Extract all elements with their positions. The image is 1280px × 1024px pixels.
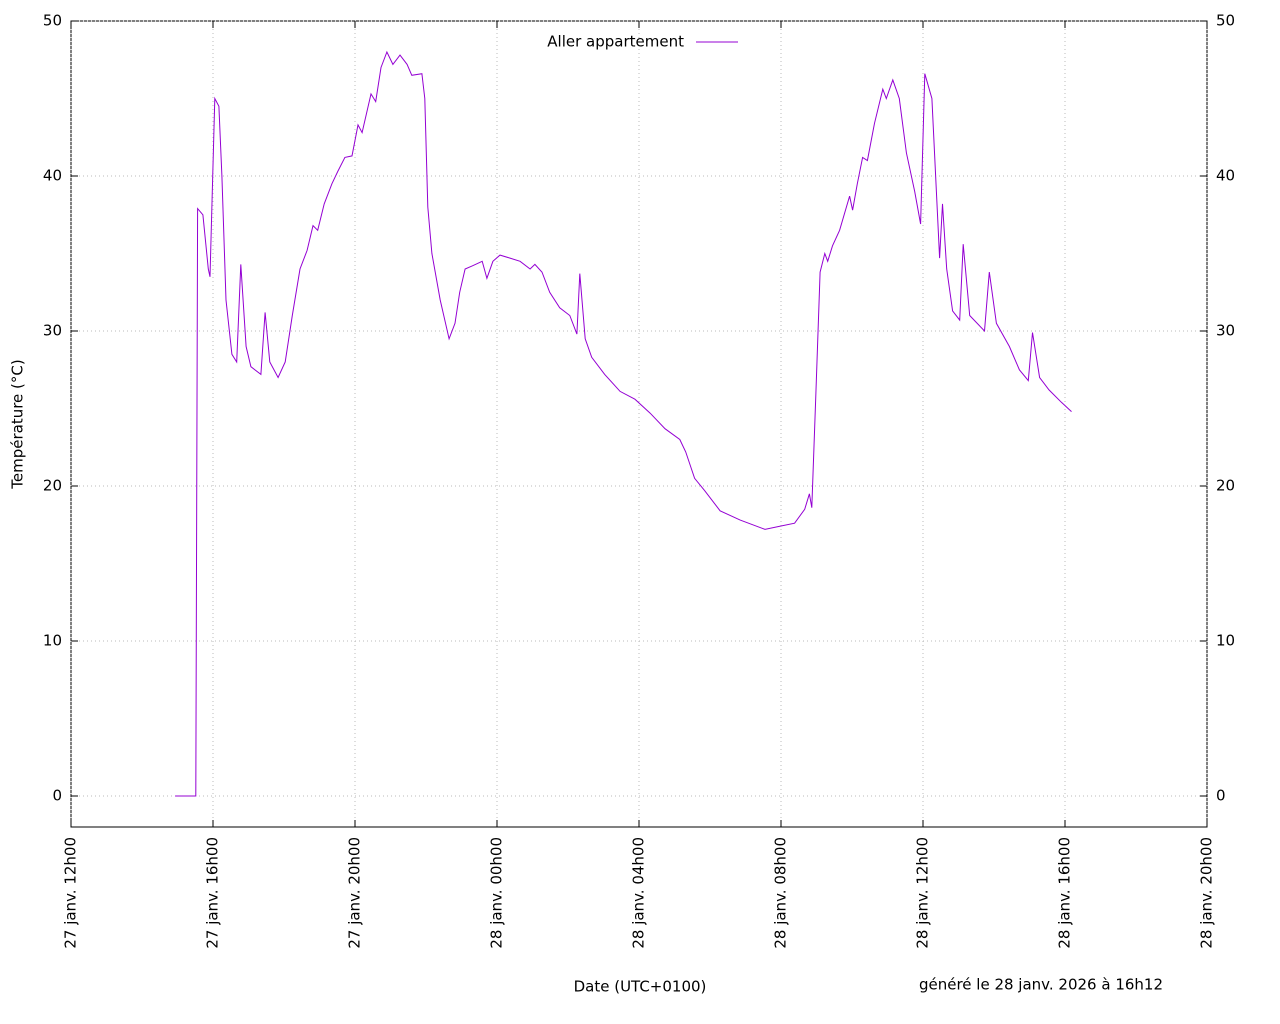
x-axis-label: Date (UTC+0100) (574, 978, 707, 996)
x-tick-label: 28 janv. 04h00 (630, 837, 648, 949)
y2-tick-label: 50 (1216, 12, 1235, 30)
x-tick-label: 27 janv. 12h00 (62, 837, 80, 949)
y-tick-label: 10 (43, 632, 62, 650)
series-line (175, 50, 1072, 797)
y2-tick-label: 40 (1216, 167, 1235, 185)
x-tick-label: 28 janv. 16h00 (1056, 837, 1074, 949)
y-tick-label: 0 (52, 787, 62, 805)
x-tick-label: 28 janv. 20h00 (1198, 837, 1216, 949)
x-tick-label: 27 janv. 20h00 (346, 837, 364, 949)
y-axis-label: Température (°C) (9, 359, 27, 489)
y2-tick-label: 10 (1216, 632, 1235, 650)
x-tick-label: 27 janv. 16h00 (204, 837, 222, 949)
legend-label: Aller appartement (547, 33, 684, 51)
y-tick-label: 50 (43, 12, 62, 30)
y-tick-label: 20 (43, 477, 62, 495)
x-tick-label: 28 janv. 08h00 (772, 837, 790, 949)
y2-tick-label: 20 (1216, 477, 1235, 495)
x-tick-label: 28 janv. 12h00 (914, 837, 932, 949)
y2-tick-label: 30 (1216, 322, 1235, 340)
y-tick-label: 40 (43, 167, 62, 185)
x-tick-label: 28 janv. 00h00 (488, 837, 506, 949)
footer: généré le 28 janv. 2026 à 16h12 (919, 976, 1163, 994)
y2-tick-label: 0 (1216, 787, 1226, 805)
y-tick-label: 30 (43, 322, 62, 340)
